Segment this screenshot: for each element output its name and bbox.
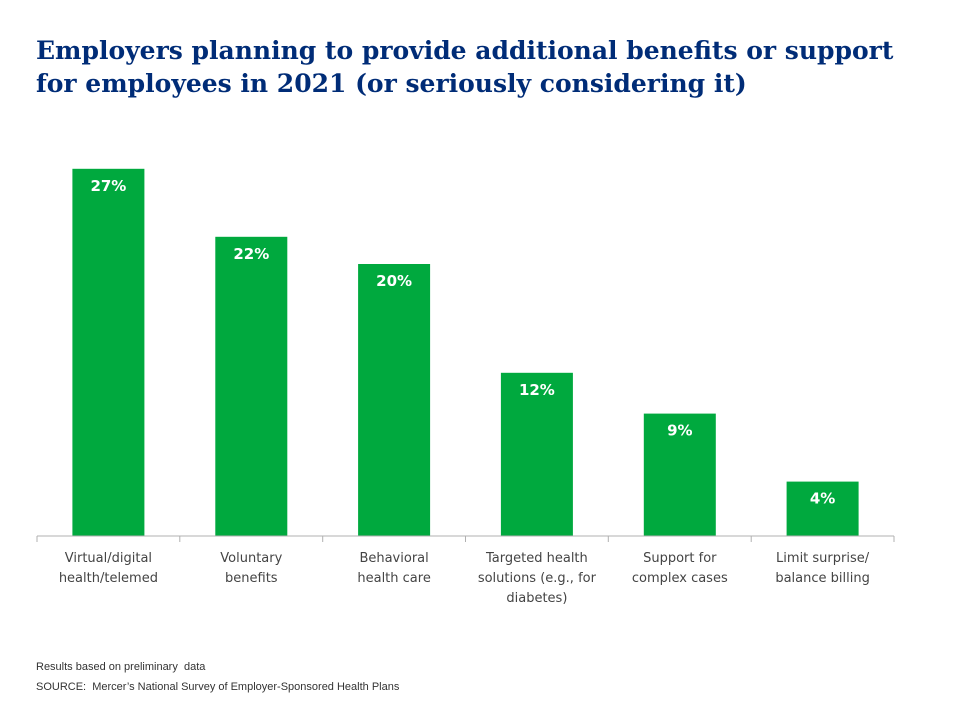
chart-title-line-2: for employees in 2021 (or seriously cons… xyxy=(36,69,747,98)
x-axis-tick-label: benefits xyxy=(225,571,278,586)
x-axis-tick-label: complex cases xyxy=(632,571,728,586)
bar-value-label: 12% xyxy=(519,381,555,399)
bar-value-label: 22% xyxy=(233,245,269,263)
bar xyxy=(500,372,573,536)
x-axis-tick-label: Behavioral xyxy=(359,551,428,566)
bar xyxy=(643,413,716,536)
x-axis-tick-label: health/telemed xyxy=(59,571,158,586)
chart-title-line-1: Employers planning to provide additional… xyxy=(36,36,894,65)
bar xyxy=(358,264,431,536)
x-axis-tick-label: Voluntary xyxy=(220,551,282,566)
bar-value-label: 20% xyxy=(376,272,412,290)
x-axis-tick-label: diabetes) xyxy=(506,591,567,606)
footnote-note: Results based on preliminary data xyxy=(36,661,206,673)
x-axis-tick-label: Limit surprise/ xyxy=(776,551,870,566)
x-axis-tick-label: Support for xyxy=(643,551,717,566)
bar xyxy=(215,236,288,537)
x-axis-tick-label: balance billing xyxy=(775,571,870,586)
bar-chart: 27% Virtual/digital health/telemed 22% Volun… xyxy=(36,168,895,606)
x-axis-tick-label: Virtual/digital xyxy=(65,551,152,566)
bar xyxy=(786,481,859,536)
bar xyxy=(72,168,145,537)
footnote-source: SOURCE: Mercer’s National Survey of Empl… xyxy=(36,681,400,693)
bar-value-label: 9% xyxy=(667,422,692,440)
bar-value-label: 4% xyxy=(810,490,835,508)
x-axis-tick-label: solutions (e.g., for xyxy=(478,571,597,586)
chart-title: Employers planning to provide additional… xyxy=(36,34,916,100)
footnotes: Results based on preliminary data SOURCE… xyxy=(36,657,399,697)
x-axis-tick-label: Targeted health xyxy=(485,551,588,566)
x-axis-tick-label: health care xyxy=(357,571,430,586)
bar-value-label: 27% xyxy=(90,177,126,195)
